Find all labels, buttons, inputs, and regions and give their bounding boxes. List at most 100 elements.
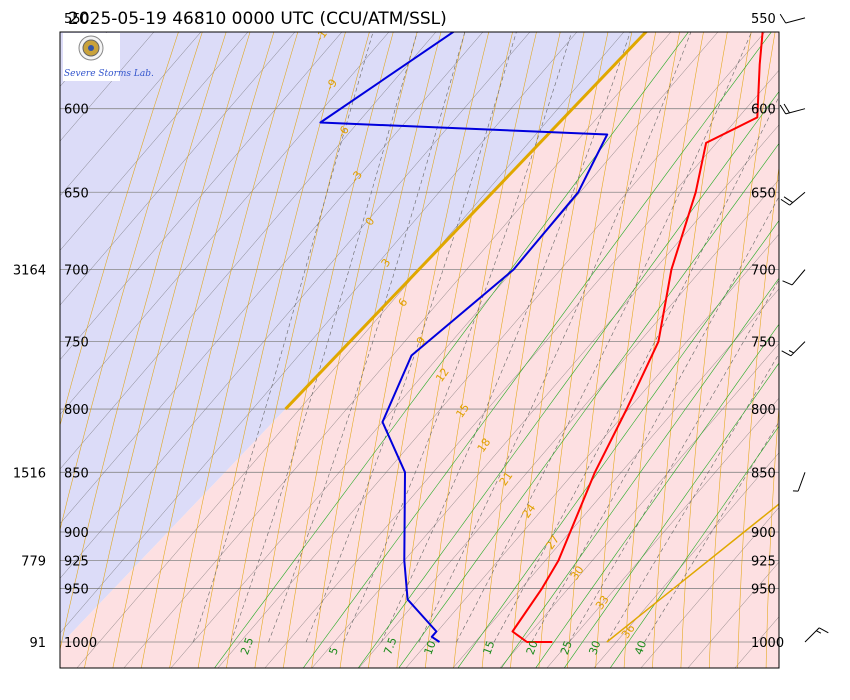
pressure-label-left: 950 (64, 582, 89, 597)
pressure-label-left: 1000 (64, 636, 97, 651)
wind-barb-half-flag (788, 350, 794, 354)
dry-adiabat-line (60, 32, 227, 652)
dry-adiabat-line (339, 32, 466, 668)
moist-adiabat-line (305, 32, 517, 643)
pressure-label-left: 750 (64, 336, 89, 351)
pressure-label-right: 700 (751, 264, 776, 279)
wind-barb-flag (779, 104, 787, 115)
moist-adiabat-line (456, 32, 752, 643)
isotherm-line (405, 233, 779, 668)
moist-adiabat-line (418, 32, 692, 643)
pressure-label-left: 600 (64, 103, 89, 118)
isotherm-line (452, 288, 779, 668)
dry-adiabat-line (481, 32, 585, 668)
wind-barb-flag (783, 196, 794, 203)
isotherm-line (264, 69, 779, 668)
wind-barb-staff (785, 17, 806, 24)
dry-adiabat-line (510, 32, 609, 668)
isotherm-line (60, 32, 531, 579)
mixing-ratio-line (302, 32, 772, 668)
moist-adiabat-line (193, 32, 374, 643)
moist-adiabat-line (268, 32, 466, 643)
dry-adiabat-line (680, 32, 752, 668)
pressure-label-right: 600 (751, 103, 776, 118)
dry-adiabat-label: -12 (313, 22, 334, 44)
mixing-ratio-label: 20 (524, 639, 541, 657)
dry-adiabat-line (823, 0, 850, 693)
moist-adiabat-line (569, 279, 779, 643)
wind-barb-flag (782, 280, 793, 286)
pressure-label-right: 550 (751, 12, 776, 27)
mixing-ratio-label: 40 (632, 639, 649, 657)
mixing-ratio-label: 10 (422, 639, 439, 657)
moist-adiabat-line (230, 32, 418, 643)
wind-barb-flag (780, 198, 790, 206)
wind-barb-staff (791, 269, 806, 286)
dry-adiabat-line (652, 32, 728, 668)
dry-adiabat-line (453, 32, 561, 668)
pressure-label-right: 800 (751, 403, 776, 418)
isotherm-line (60, 32, 484, 525)
dry-adiabat-line (140, 32, 299, 668)
stable-region-fill (60, 32, 646, 668)
logo: Severe Storms Lab. (63, 33, 154, 81)
pressure-label-right: 750 (751, 336, 776, 351)
wind-barb-staff (785, 108, 806, 115)
dry-adiabat-line (538, 32, 633, 668)
pressure-label-right: 650 (751, 186, 776, 201)
mixing-ratio-line (563, 362, 779, 668)
wind-barb-flag (781, 350, 792, 357)
mixing-ratio-label: 25 (558, 639, 575, 657)
pressure-label-right: 1000 (751, 636, 784, 651)
wind-barb-half-flag (816, 630, 822, 634)
mixing-ratio-line (500, 277, 779, 668)
parcel-path (284, 32, 779, 643)
moist-adiabat-line (531, 195, 779, 643)
pressure-label-left: 700 (64, 264, 89, 279)
dry-adiabat-line (84, 32, 251, 668)
mixing-ratio-line (609, 425, 779, 668)
wind-barb-flag (783, 103, 790, 114)
wind-barb (780, 191, 806, 206)
dry-adiabat-line (282, 32, 418, 668)
wind-barb (779, 13, 806, 24)
temperature-line (511, 32, 764, 643)
pressure-label-left: 925 (64, 555, 89, 570)
mixing-ratio-label: 2.5 (238, 636, 256, 657)
isotherm-line (60, 32, 343, 361)
dry-adiabat-line (623, 32, 704, 668)
dry-adiabat-line (595, 32, 680, 668)
axis-labels: 1000 950 925 900 850 800 750 700 650 600 550 1000 95… (13, 12, 784, 651)
pressure-label-left: 850 (64, 466, 89, 481)
wind-barb-staff (804, 627, 820, 643)
wind-barb (782, 269, 806, 286)
isotherm-line (60, 32, 437, 470)
isotherm-line (311, 124, 779, 668)
mixing-ratio-label: 5 (327, 646, 342, 657)
wind-barb-staff (790, 341, 806, 357)
isotherm-line (60, 32, 578, 634)
parcel-line-secondary (606, 503, 779, 643)
isotherm-line (60, 32, 390, 415)
dry-adiabat-line (60, 32, 203, 532)
isotherm-line (60, 32, 296, 306)
mixing-ratio-line (214, 32, 689, 668)
isotherm-line (123, 32, 672, 668)
chart-title: 2025-05-19 46810 0000 UTC (CCU/ATM/SSL) (68, 9, 447, 29)
isotherm-line (593, 452, 779, 668)
pressure-label-right: 925 (751, 555, 776, 570)
dry-adiabat-line (368, 32, 490, 668)
wind-barb-flag (779, 13, 787, 24)
wind-barb (792, 472, 806, 492)
mixing-ratio-line (535, 323, 779, 668)
mixing-ratio-lines (214, 32, 779, 668)
mixing-ratio-label: 15 (481, 639, 498, 657)
height-label: 91 (29, 636, 46, 651)
dry-adiabat-line (112, 32, 275, 668)
pressure-label-right: 950 (751, 582, 776, 597)
wind-barb-staff (789, 191, 806, 206)
wind-barb (781, 341, 806, 357)
moist-adiabat-line (381, 32, 631, 643)
sounding-profiles (319, 32, 764, 643)
isotherm-line (640, 507, 779, 668)
